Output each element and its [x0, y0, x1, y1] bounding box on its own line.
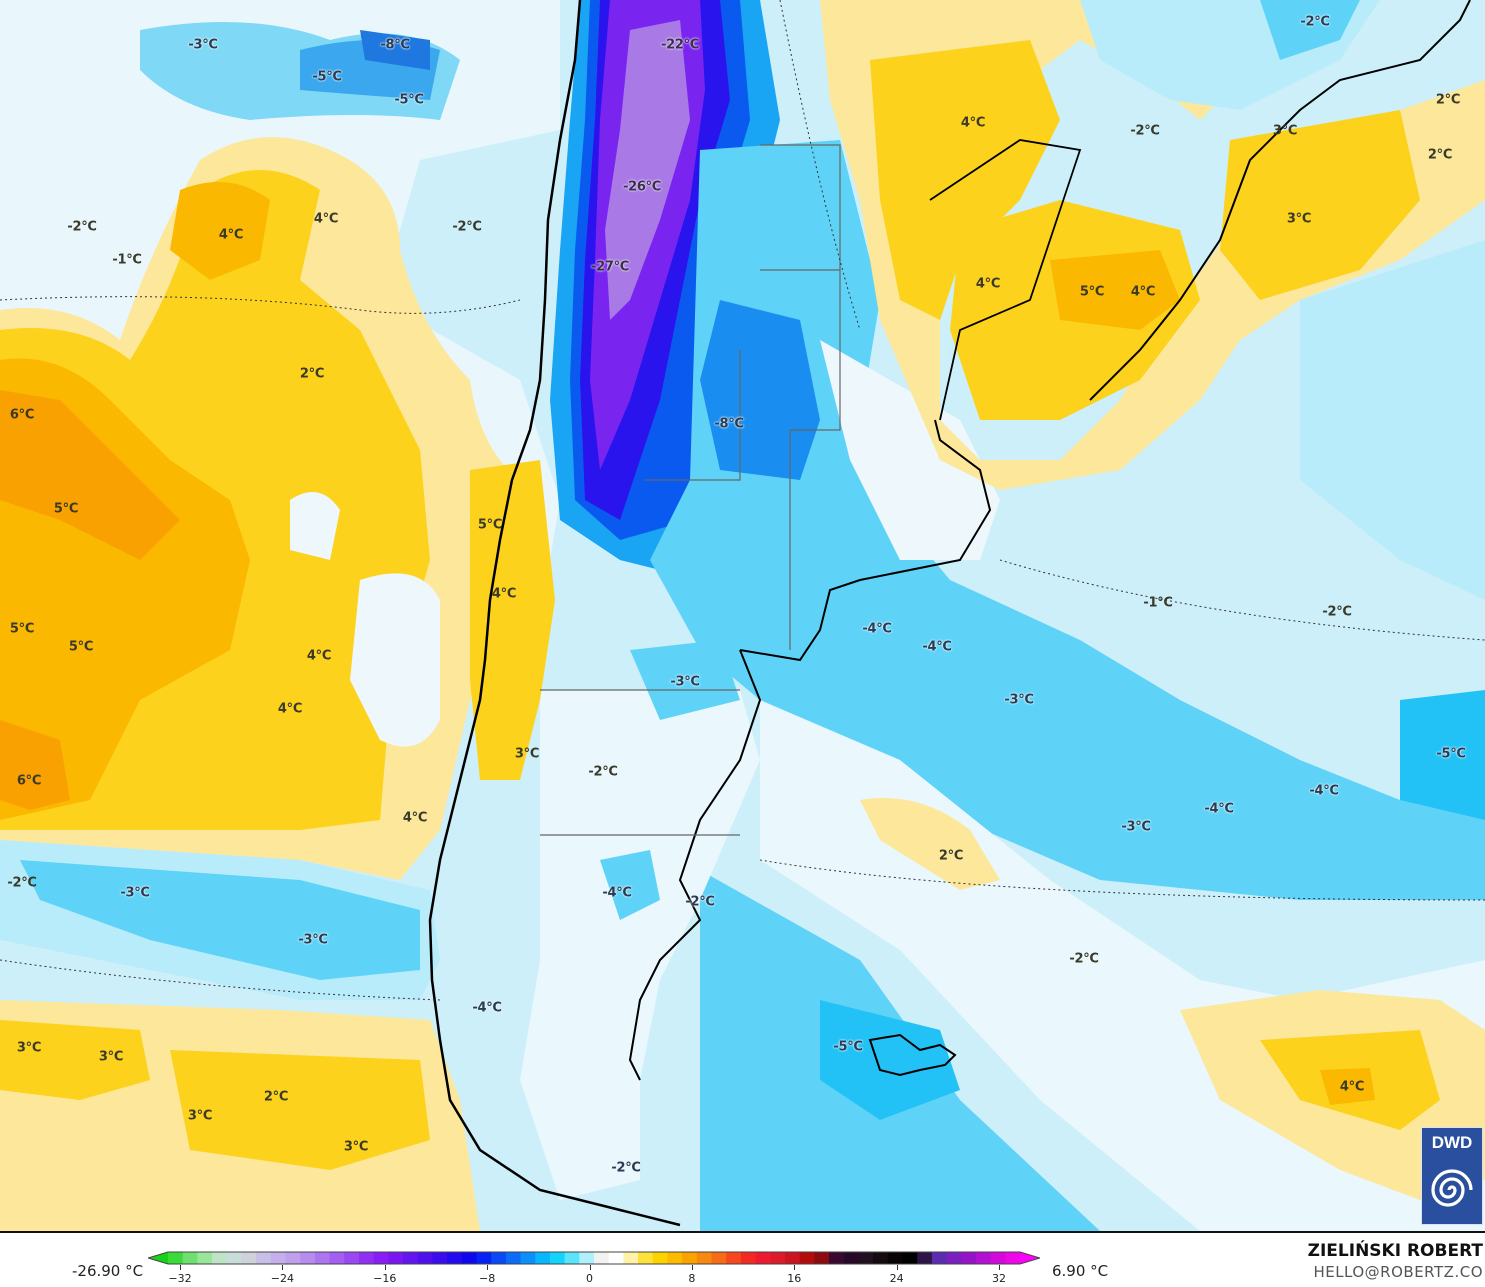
map-contour-fill: [0, 0, 1485, 1231]
temperature-label: 6°C: [9, 407, 35, 423]
temperature-label: 4°C: [313, 211, 339, 227]
temperature-label: -5°C: [394, 92, 424, 108]
temperature-label: 5°C: [477, 517, 503, 533]
colorbar-tick-label: 16: [787, 1272, 802, 1285]
temperature-label: 2°C: [938, 848, 964, 864]
temperature-label: 3°C: [16, 1040, 42, 1056]
temperature-label: -5°C: [833, 1039, 863, 1055]
temperature-label: -2°C: [7, 875, 37, 891]
colorbar-tick-label: 8: [688, 1272, 696, 1285]
colorbar-tick-label: 32: [992, 1272, 1006, 1285]
temperature-label: -4°C: [922, 639, 952, 655]
colorbar-tick: [794, 1265, 796, 1270]
temperature-label: -2°C: [685, 894, 715, 910]
temperature-label: -4°C: [862, 621, 892, 637]
temperature-label: 2°C: [1435, 92, 1461, 108]
spiral-icon: [1431, 1169, 1473, 1207]
temperature-label: 4°C: [402, 810, 428, 826]
temperature-label: 5°C: [1079, 284, 1105, 300]
temperature-label: -1°C: [1143, 595, 1173, 611]
temperature-label: 5°C: [9, 621, 35, 637]
temperature-label: 3°C: [343, 1139, 369, 1155]
temperature-label: -4°C: [602, 885, 632, 901]
temperature-label: 3°C: [1286, 211, 1312, 227]
temperature-label: -22°C: [660, 37, 700, 53]
colorbar-tick-label: −24: [270, 1272, 294, 1285]
temperature-label: 3°C: [1272, 123, 1298, 139]
temperature-label: -3°C: [1004, 692, 1034, 708]
temperature-label: 3°C: [514, 746, 540, 762]
colorbar-tick: [589, 1265, 591, 1270]
colorbar-tick-label: −16: [373, 1272, 397, 1285]
temperature-label: -2°C: [67, 219, 97, 235]
temperature-label: 3°C: [98, 1049, 124, 1065]
dwd-logo-text: DWD: [1431, 1133, 1473, 1152]
temperature-label: -3°C: [120, 885, 150, 901]
temperature-label: -2°C: [1300, 14, 1330, 30]
dwd-logo: DWD: [1421, 1127, 1483, 1225]
temperature-label: -2°C: [1130, 123, 1160, 139]
temperature-label: -3°C: [298, 932, 328, 948]
temperature-label: -2°C: [611, 1160, 641, 1176]
temperature-label: 4°C: [277, 701, 303, 717]
temperature-label: -2°C: [1322, 604, 1352, 620]
colorbar: [148, 1251, 1040, 1265]
temperature-label: 2°C: [299, 366, 325, 382]
colorbar-tick: [180, 1265, 181, 1270]
temperature-anomaly-map: -3°C -8°C -5°C -5°C -2°C -1°C 4°C 4°C -2°C 2°C 6°C…: [0, 0, 1485, 1233]
temperature-label: -2°C: [588, 764, 618, 780]
colorbar-tick: [384, 1265, 386, 1270]
temperature-label: 4°C: [491, 586, 517, 602]
temperature-label: -27°C: [590, 259, 630, 275]
author-credit: ZIELIŃSKI ROBERT: [1307, 1241, 1483, 1261]
temperature-label: 4°C: [1130, 284, 1156, 300]
temperature-label: -2°C: [452, 219, 482, 235]
colorbar-tick: [691, 1265, 693, 1270]
temperature-label: 6°C: [16, 773, 42, 789]
temperature-label: 2°C: [1427, 147, 1453, 163]
temperature-label: 2°C: [263, 1089, 289, 1105]
temperature-label: -4°C: [1309, 783, 1339, 799]
colorbar-min-label: -26.90 °C: [72, 1262, 144, 1280]
temperature-label: -5°C: [312, 69, 342, 85]
temperature-label: -8°C: [714, 416, 744, 432]
temperature-label: -4°C: [472, 1000, 502, 1016]
author-email: HELLO@ROBERTZ.CO: [1313, 1263, 1483, 1281]
colorbar-tick-label: 0: [586, 1272, 593, 1285]
temperature-label: -3°C: [188, 37, 218, 53]
colorbar-max-label: 6.90 °C: [1052, 1262, 1109, 1280]
temperature-label: 5°C: [68, 639, 94, 655]
temperature-label: 5°C: [53, 501, 79, 517]
temperature-label: -8°C: [380, 37, 410, 53]
temperature-label: -3°C: [1121, 819, 1151, 835]
temperature-label: 4°C: [218, 227, 244, 243]
colorbar-tick-label: −32: [168, 1272, 192, 1285]
temperature-label: -1°C: [112, 252, 142, 268]
temperature-label: -26°C: [622, 179, 662, 195]
temperature-label: 4°C: [1339, 1079, 1365, 1095]
colorbar-tick: [282, 1265, 284, 1270]
temperature-label: 3°C: [187, 1108, 213, 1124]
temperature-label: -3°C: [670, 674, 700, 690]
temperature-label: -2°C: [1069, 951, 1099, 967]
temperature-label: -4°C: [1204, 801, 1234, 817]
colorbar-tick: [896, 1265, 898, 1270]
colorbar-tick: [999, 1265, 1000, 1270]
temperature-label: 4°C: [306, 648, 332, 664]
colorbar-tick-label: 24: [889, 1272, 904, 1285]
colorbar-tick: [487, 1265, 489, 1270]
temperature-label: 4°C: [975, 276, 1001, 292]
colorbar-tick-label: −8: [479, 1272, 496, 1285]
temperature-label: 4°C: [960, 115, 986, 131]
temperature-label: -5°C: [1436, 746, 1466, 762]
